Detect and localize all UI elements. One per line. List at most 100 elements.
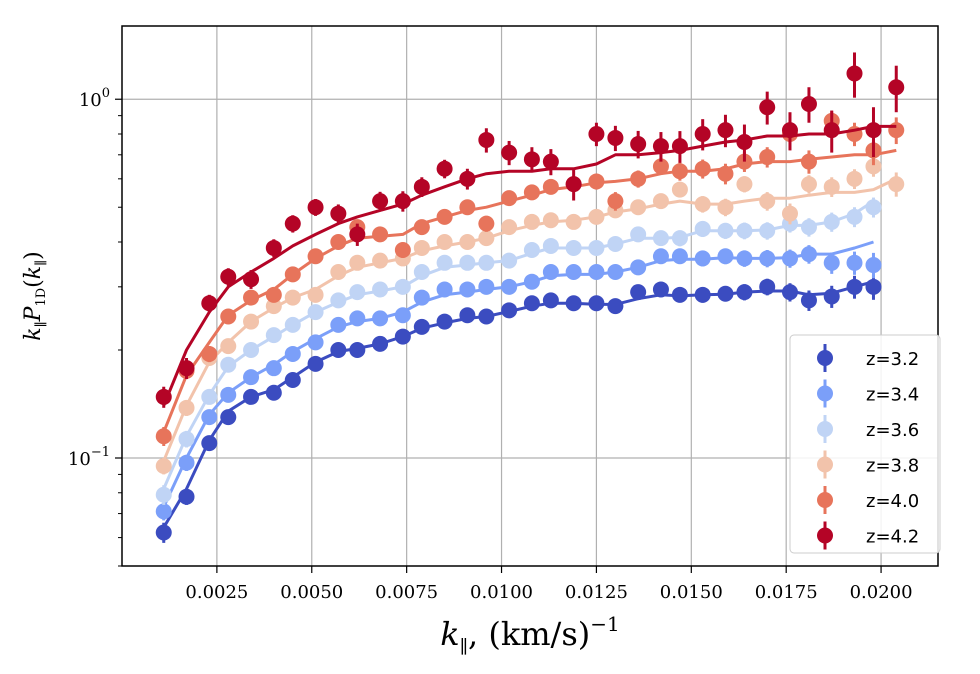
data-point [736,222,753,239]
data-point [436,254,453,271]
data-point [155,457,172,474]
legend-marker [817,456,833,473]
legend-item: z=4.2 [817,521,919,550]
data-point [478,308,495,325]
series-z=4.2 [155,52,905,408]
data-point [459,234,476,250]
data-point [478,230,495,247]
data-point [284,266,301,283]
data-point [671,248,688,265]
data-point [800,219,817,236]
data-point [265,286,282,303]
data-point [823,213,840,230]
data-point [542,178,559,195]
data-point [372,252,389,269]
data-point [565,295,582,312]
data-point [284,215,301,232]
data-point [694,220,711,237]
data-point [523,213,540,230]
data-point [846,170,863,187]
data-point [243,271,260,288]
data-point [330,234,347,250]
y-tick-label: 100 [79,86,110,111]
data-point [565,176,582,193]
data-point [394,307,411,324]
data-point [694,126,711,142]
data-point [823,178,840,195]
data-point [759,222,776,239]
data-point [265,384,282,401]
data-point [565,239,582,256]
model-curve [162,199,875,490]
data-point [800,153,817,170]
data-point [155,524,172,541]
x-tick-label: 0.0175 [755,582,818,603]
data-point [542,212,559,229]
data-point [694,250,711,267]
data-point [800,95,817,112]
data-point [759,99,776,116]
data-point [501,190,518,207]
model-curve [162,280,874,529]
data-point [413,219,430,236]
data-point [413,318,430,335]
legend-item: z=3.8 [817,450,919,479]
data-point [888,176,905,193]
data-point [349,254,366,271]
data-point [888,122,905,139]
data-point [501,219,518,236]
series-layer [155,52,905,543]
data-point [652,248,669,265]
data-point [781,205,798,222]
data-point [436,160,453,177]
data-point [478,131,495,148]
data-point [759,193,776,210]
data-point [155,388,172,405]
data-point [781,284,798,301]
data-point [394,193,411,210]
data-point [330,316,347,333]
data-point [652,158,669,175]
data-point [220,308,237,325]
data-point [781,122,798,139]
data-point [284,289,301,306]
data-point [243,313,260,330]
legend-marker [817,421,833,437]
legend: z=3.2 z=3.4 z=3.6 z=3.8 z=4.0 z=4.2 [789,334,941,554]
data-point [523,295,540,312]
data-point [201,409,218,426]
x-tick-label: 0.0100 [470,582,533,603]
data-point [501,278,518,295]
data-point [694,160,711,177]
data-point [201,435,218,452]
data-point [243,369,260,386]
data-point [607,263,624,280]
data-point [717,248,734,265]
data-point [607,298,624,315]
data-point [478,215,495,232]
data-point [865,278,882,295]
data-point [865,158,882,175]
data-point [800,176,817,193]
data-point [542,153,559,170]
data-point [501,252,518,269]
data-point [178,399,195,416]
x-tick-label: 0.0125 [565,582,628,603]
data-point [349,284,366,301]
data-point [265,360,282,377]
legend-label: z=3.4 [866,385,919,406]
series-z=3.2 [155,274,882,543]
data-point [865,122,882,139]
data-point [865,199,882,216]
data-point [394,328,411,345]
data-point [307,304,324,321]
data-point [671,163,688,180]
data-point [630,259,647,276]
data-point [736,284,753,301]
data-point [652,138,669,155]
x-tick-label: 0.0150 [660,582,723,603]
data-point [736,133,753,150]
data-point [372,226,389,243]
data-point [671,286,688,303]
